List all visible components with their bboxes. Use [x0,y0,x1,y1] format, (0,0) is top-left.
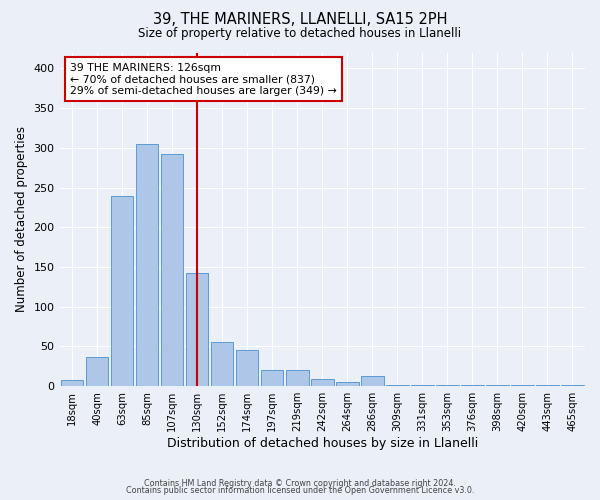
Bar [236,350,259,386]
Bar [61,380,83,386]
Bar [436,384,458,386]
Bar [311,379,334,386]
X-axis label: Distribution of detached houses by size in Llanelli: Distribution of detached houses by size … [167,437,478,450]
Y-axis label: Number of detached properties: Number of detached properties [15,126,28,312]
Bar [261,370,283,386]
Bar [161,154,184,386]
Text: Contains HM Land Registry data © Crown copyright and database right 2024.: Contains HM Land Registry data © Crown c… [144,478,456,488]
Text: 39 THE MARINERS: 126sqm
← 70% of detached houses are smaller (837)
29% of semi-d: 39 THE MARINERS: 126sqm ← 70% of detache… [70,62,337,96]
Bar [186,272,208,386]
Bar [136,144,158,386]
Bar [286,370,308,386]
Bar [211,342,233,386]
Bar [386,384,409,386]
Bar [361,376,383,386]
Bar [111,196,133,386]
Bar [86,357,109,386]
Text: 39, THE MARINERS, LLANELLI, SA15 2PH: 39, THE MARINERS, LLANELLI, SA15 2PH [153,12,447,28]
Bar [336,382,359,386]
Text: Size of property relative to detached houses in Llanelli: Size of property relative to detached ho… [139,28,461,40]
Text: Contains public sector information licensed under the Open Government Licence v3: Contains public sector information licen… [126,486,474,495]
